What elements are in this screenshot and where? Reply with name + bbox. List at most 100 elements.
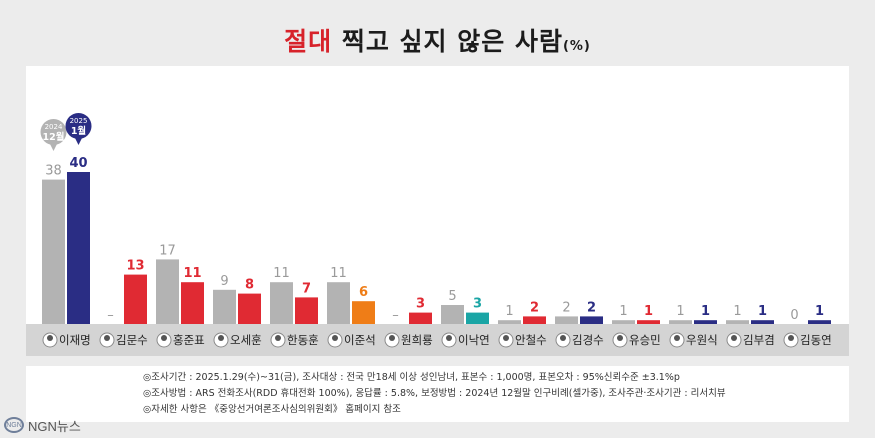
callout-year-1: 2024: [45, 123, 63, 131]
note-reference: ◎자세한 사항은 《중앙선거여론조사심의위원회》 홈페이지 참조: [143, 404, 401, 415]
avatar-head-icon-8: [446, 335, 452, 341]
category-label-7: 원희룡: [401, 333, 433, 347]
value-label-prev-9: 1: [505, 304, 513, 319]
callout-bubble-1: [40, 119, 67, 145]
survey-notes: ◎조사기간 : 2025.1.29(수)~31(금), 조사대상 : 전국 만1…: [26, 366, 849, 422]
category-label-4: 오세훈: [230, 333, 262, 347]
category-label-10: 김경수: [572, 333, 604, 347]
value-label-current-1: 40: [69, 156, 87, 171]
category-label-5: 한동훈: [287, 333, 319, 347]
title-unit: (%): [562, 39, 591, 54]
bar-current-13: [751, 320, 774, 324]
bar-current-8: [466, 312, 489, 324]
bar-prev-1: [42, 179, 65, 324]
bar-prev-10: [555, 316, 578, 324]
ngn-logo-text: NGN뉴스: [28, 418, 81, 434]
value-label-current-11: 1: [644, 304, 653, 319]
category-label-9: 안철수: [515, 333, 547, 347]
avatar-head-icon-4: [218, 335, 224, 341]
bar-current-12: [694, 320, 717, 324]
category-label-3: 홍준표: [173, 333, 205, 347]
bar-prev-9: [498, 320, 521, 324]
callout-month-2: 1월: [71, 125, 86, 137]
avatar-head-icon-9: [503, 335, 509, 341]
callout-pointer-1: [49, 143, 58, 151]
value-label-prev-10: 2: [562, 300, 570, 315]
value-label-current-6: 6: [359, 285, 368, 300]
value-label-prev-3: 17: [159, 243, 176, 258]
bar-current-9: [523, 316, 546, 324]
bar-current-14: [808, 320, 831, 324]
callout-month-1: 12월: [43, 131, 65, 143]
bar-current-11: [637, 320, 660, 324]
ngn-logo-icon: NGN: [4, 417, 24, 433]
bar-prev-3: [156, 259, 179, 324]
avatar-head-icon-2: [104, 335, 110, 341]
value-label-current-7: 3: [416, 297, 425, 312]
value-label-current-2: 13: [126, 259, 144, 274]
category-label-6: 이준석: [344, 333, 376, 347]
bar-prev-8: [441, 305, 464, 324]
avatar-head-icon-11: [617, 335, 623, 341]
category-label-13: 김부겸: [743, 333, 775, 347]
title-main: 찍고 싶지 않은 사람: [332, 27, 563, 56]
value-label-prev-14: 0: [790, 308, 798, 323]
avatar-head-icon-5: [275, 335, 281, 341]
callout-pointer-2: [74, 137, 83, 145]
bar-current-5: [295, 297, 318, 324]
category-label-11: 유승민: [629, 333, 661, 347]
value-label-current-5: 7: [302, 281, 311, 296]
chart-panel: 38 40 이재명 –13 김문수 17 11 홍준표 9 8 오세훈 11 7 한동훈 11 6 이준석 –3 원…: [26, 66, 849, 356]
value-label-prev-1: 38: [45, 164, 62, 179]
title-highlight: 절대: [284, 27, 333, 56]
value-label-current-12: 1: [701, 304, 710, 319]
avatar-head-icon-3: [161, 335, 167, 341]
value-label-prev-4: 9: [220, 274, 228, 289]
bar-prev-12: [669, 320, 692, 324]
value-label-current-3: 11: [183, 266, 201, 281]
callout-bubble-2: [65, 113, 92, 139]
bar-prev-6: [327, 282, 350, 324]
bar-current-7: [409, 312, 432, 324]
bar-prev-11: [612, 320, 635, 324]
bar-current-3: [181, 282, 204, 324]
bar-current-6: [352, 301, 375, 324]
value-label-current-8: 3: [473, 297, 482, 312]
category-label-12: 우원식: [686, 333, 718, 347]
category-strip: [26, 324, 849, 356]
bar-current-10: [580, 316, 603, 324]
value-label-prev-13: 1: [733, 304, 741, 319]
avatar-head-icon-13: [731, 335, 737, 341]
value-label-prev-11: 1: [619, 304, 627, 319]
value-label-current-4: 8: [245, 278, 254, 293]
avatar-head-icon-1: [47, 335, 53, 341]
callout-year-2: 2025: [70, 117, 88, 125]
bar-current-4: [238, 293, 261, 324]
category-label-14: 김동연: [800, 333, 832, 347]
ngn-logo: NGN NGN뉴스: [4, 415, 81, 435]
value-label-prev-5: 11: [273, 266, 290, 281]
category-label-8: 이낙연: [458, 333, 490, 347]
bar-prev-13: [726, 320, 749, 324]
note-survey-method: ◎조사방법 : ARS 전화조사(RDD 휴대전화 100%), 응답률 : 5…: [143, 388, 726, 399]
value-label-current-9: 2: [530, 300, 539, 315]
value-label-prev-12: 1: [676, 304, 684, 319]
avatar-head-icon-7: [389, 335, 395, 341]
avatar-head-icon-12: [674, 335, 680, 341]
value-label-prev-6: 11: [330, 266, 347, 281]
note-survey-period: ◎조사기간 : 2025.1.29(수)~31(금), 조사대상 : 전국 만1…: [143, 372, 680, 383]
value-label-current-14: 1: [815, 304, 824, 319]
bar-prev-5: [270, 282, 293, 324]
bar-current-1: [67, 172, 90, 324]
chart-title: 절대 찍고 싶지 않은 사람(%): [0, 22, 875, 58]
value-label-current-10: 2: [587, 300, 596, 315]
value-label-prev-7: –: [392, 308, 399, 323]
avatar-head-icon-10: [560, 335, 566, 341]
value-label-current-13: 1: [758, 304, 767, 319]
value-label-prev-8: 5: [448, 289, 456, 304]
bar-prev-4: [213, 289, 236, 324]
avatar-head-icon-6: [332, 335, 338, 341]
value-label-prev-2: –: [107, 308, 114, 323]
avatar-head-icon-14: [788, 335, 794, 341]
category-label-1: 이재명: [59, 333, 91, 347]
